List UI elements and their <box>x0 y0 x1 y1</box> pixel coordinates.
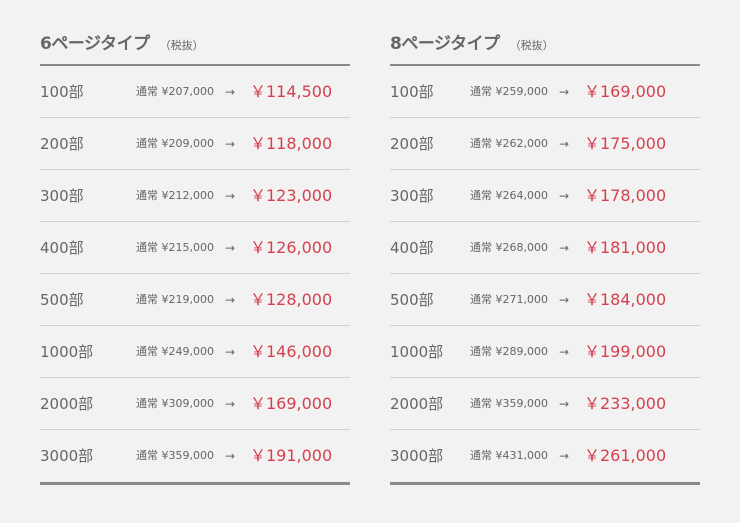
price-row: 300部 通常 ¥264,000 → ￥178,000 <box>390 170 700 222</box>
sale-price: ￥181,000 <box>584 238 667 257</box>
arrow-icon: → <box>559 397 570 411</box>
sale-price: ￥184,000 <box>584 290 667 309</box>
quantity-label: 300部 <box>40 187 84 205</box>
regular-price: 通常 ¥271,000 <box>470 293 548 306</box>
price-row: 3000部 通常 ¥359,000 → ￥191,000 <box>40 430 350 482</box>
table-title-text: 8ページタイプ <box>390 34 500 54</box>
sale-price: ￥233,000 <box>584 394 667 413</box>
price-rows: 100部 通常 ¥259,000 → ￥169,000 200部 通常 ¥262,000 →… <box>390 64 700 485</box>
quantity-label: 2000部 <box>390 395 444 413</box>
quantity-label: 400部 <box>40 239 84 257</box>
quantity-label: 200部 <box>40 135 84 153</box>
tax-note: （税抜） <box>159 39 204 52</box>
regular-price: 通常 ¥431,000 <box>470 449 548 462</box>
sale-price: ￥123,000 <box>250 186 333 205</box>
price-row: 3000部 通常 ¥431,000 → ￥261,000 <box>390 430 700 482</box>
quantity-label: 1000部 <box>40 343 94 361</box>
arrow-icon: → <box>559 449 570 463</box>
regular-price: 通常 ¥309,000 <box>136 397 214 410</box>
price-row: 500部 通常 ¥271,000 → ￥184,000 <box>390 274 700 326</box>
price-row: 500部 通常 ¥219,000 → ￥128,000 <box>40 274 350 326</box>
quantity-label: 300部 <box>390 187 434 205</box>
price-row: 200部 通常 ¥209,000 → ￥118,000 <box>40 118 350 170</box>
sale-price: ￥146,000 <box>250 342 333 361</box>
sale-price: ￥118,000 <box>250 134 333 153</box>
price-row: 2000部 通常 ¥309,000 → ￥169,000 <box>40 378 350 430</box>
price-row: 1000部 通常 ¥289,000 → ￥199,000 <box>390 326 700 378</box>
sale-price: ￥128,000 <box>250 290 333 309</box>
sale-price: ￥169,000 <box>584 82 667 101</box>
sale-price: ￥178,000 <box>584 186 667 205</box>
price-row: 100部 通常 ¥207,000 → ￥114,500 <box>40 66 350 118</box>
price-rows: 100部 通常 ¥207,000 → ￥114,500 200部 通常 ¥209,000 →… <box>40 64 350 485</box>
arrow-icon: → <box>559 137 570 151</box>
arrow-icon: → <box>559 345 570 359</box>
sale-price: ￥169,000 <box>250 394 333 413</box>
arrow-icon: → <box>225 449 236 463</box>
regular-price: 通常 ¥215,000 <box>136 241 214 254</box>
quantity-label: 400部 <box>390 239 434 257</box>
arrow-icon: → <box>225 345 236 359</box>
tax-note: （税抜） <box>509 39 554 52</box>
arrow-icon: → <box>225 85 236 99</box>
quantity-label: 500部 <box>40 291 84 309</box>
sale-price: ￥191,000 <box>250 446 333 465</box>
price-row: 400部 通常 ¥215,000 → ￥126,000 <box>40 222 350 274</box>
sale-price: ￥175,000 <box>584 134 667 153</box>
table-title-text: 6ページタイプ <box>40 34 150 54</box>
arrow-icon: → <box>559 293 570 307</box>
regular-price: 通常 ¥289,000 <box>470 345 548 358</box>
regular-price: 通常 ¥259,000 <box>470 85 548 98</box>
arrow-icon: → <box>559 189 570 203</box>
sale-price: ￥199,000 <box>584 342 667 361</box>
price-row: 200部 通常 ¥262,000 → ￥175,000 <box>390 118 700 170</box>
quantity-label: 1000部 <box>390 343 444 361</box>
sale-price: ￥261,000 <box>584 446 667 465</box>
regular-price: 通常 ¥249,000 <box>136 345 214 358</box>
table-title: 6ページタイプ （税抜） <box>40 29 204 54</box>
price-row: 1000部 通常 ¥249,000 → ￥146,000 <box>40 326 350 378</box>
regular-price: 通常 ¥209,000 <box>136 137 214 150</box>
arrow-icon: → <box>225 293 236 307</box>
quantity-label: 3000部 <box>390 447 444 465</box>
regular-price: 通常 ¥207,000 <box>136 85 214 98</box>
arrow-icon: → <box>559 241 570 255</box>
sale-price: ￥114,500 <box>250 82 333 101</box>
quantity-label: 100部 <box>40 83 84 101</box>
regular-price: 通常 ¥359,000 <box>470 397 548 410</box>
quantity-label: 200部 <box>390 135 434 153</box>
regular-price: 通常 ¥264,000 <box>470 189 548 202</box>
arrow-icon: → <box>559 85 570 99</box>
regular-price: 通常 ¥359,000 <box>136 449 214 462</box>
price-row: 100部 通常 ¥259,000 → ￥169,000 <box>390 66 700 118</box>
quantity-label: 500部 <box>390 291 434 309</box>
arrow-icon: → <box>225 241 236 255</box>
quantity-label: 2000部 <box>40 395 94 413</box>
price-row: 300部 通常 ¥212,000 → ￥123,000 <box>40 170 350 222</box>
sale-price: ￥126,000 <box>250 238 333 257</box>
quantity-label: 100部 <box>390 83 434 101</box>
regular-price: 通常 ¥212,000 <box>136 189 214 202</box>
regular-price: 通常 ¥268,000 <box>470 241 548 254</box>
quantity-label: 3000部 <box>40 447 94 465</box>
price-row: 400部 通常 ¥268,000 → ￥181,000 <box>390 222 700 274</box>
price-row: 2000部 通常 ¥359,000 → ￥233,000 <box>390 378 700 430</box>
regular-price: 通常 ¥262,000 <box>470 137 548 150</box>
arrow-icon: → <box>225 137 236 151</box>
table-title: 8ページタイプ （税抜） <box>390 29 554 54</box>
arrow-icon: → <box>225 189 236 203</box>
arrow-icon: → <box>225 397 236 411</box>
regular-price: 通常 ¥219,000 <box>136 293 214 306</box>
